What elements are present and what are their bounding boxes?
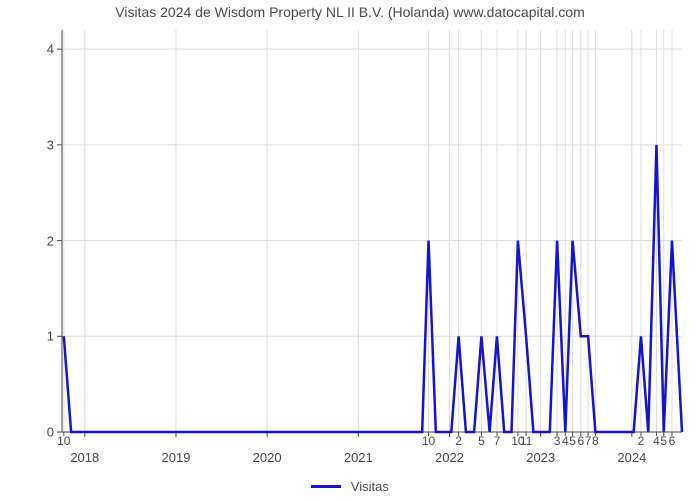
x-minor-label: 10 bbox=[57, 432, 70, 448]
y-tick-label: 2 bbox=[47, 233, 62, 248]
plot-svg bbox=[62, 30, 682, 432]
x-minor-label: 5 bbox=[478, 432, 485, 448]
x-minor-label: 4 bbox=[562, 432, 569, 448]
plot-area: 0123420182019202020212022202320241010257… bbox=[62, 30, 682, 432]
x-minor-label: 2 bbox=[638, 432, 645, 448]
y-tick-label: 1 bbox=[47, 329, 62, 344]
x-minor-label: 11 bbox=[520, 432, 532, 448]
x-minor-label: 8 bbox=[592, 432, 599, 448]
x-minor-label: 2 bbox=[455, 432, 462, 448]
y-tick-label: 4 bbox=[47, 42, 62, 57]
y-tick-label: 3 bbox=[47, 137, 62, 152]
legend-swatch bbox=[311, 485, 341, 488]
x-minor-label: 10 bbox=[422, 432, 435, 448]
x-minor-label: 3 bbox=[554, 432, 561, 448]
x-minor-label: 7 bbox=[585, 432, 592, 448]
chart-container: Visitas 2024 de Wisdom Property NL II B.… bbox=[0, 0, 700, 500]
legend-label: Visitas bbox=[351, 479, 389, 494]
x-year-label: 2021 bbox=[344, 432, 373, 465]
x-minor-label: 5 bbox=[660, 432, 667, 448]
legend: Visitas bbox=[0, 478, 700, 494]
x-minor-label: 6 bbox=[577, 432, 584, 448]
chart-title: Visitas 2024 de Wisdom Property NL II B.… bbox=[0, 4, 700, 20]
x-minor-label: 7 bbox=[494, 432, 501, 448]
x-minor-label: 4 bbox=[653, 432, 660, 448]
x-minor-label: 6 bbox=[669, 432, 676, 448]
x-year-label: 2020 bbox=[253, 432, 282, 465]
x-year-label: 2018 bbox=[70, 432, 99, 465]
x-year-label: 2019 bbox=[162, 432, 191, 465]
x-minor-label: 5 bbox=[569, 432, 576, 448]
